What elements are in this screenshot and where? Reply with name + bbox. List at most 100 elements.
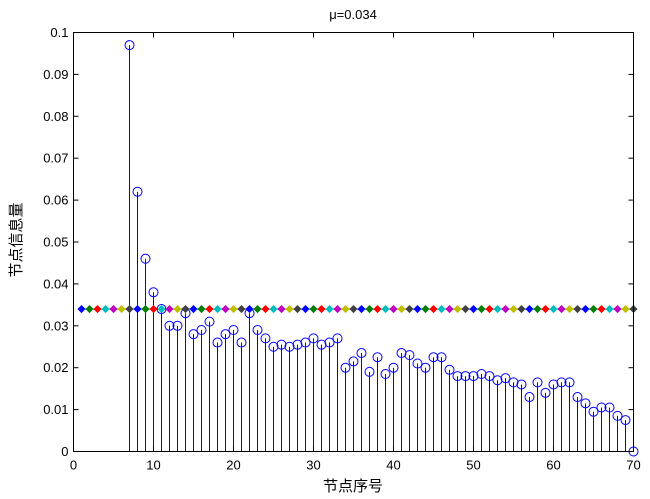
y-tick-label: 0.07 bbox=[43, 151, 68, 166]
threshold-marker bbox=[213, 304, 222, 314]
stem-marker bbox=[212, 337, 223, 348]
threshold-marker bbox=[165, 304, 174, 314]
stem-marker bbox=[316, 339, 327, 350]
stem-marker bbox=[508, 377, 519, 388]
threshold-marker bbox=[445, 304, 454, 314]
threshold-marker bbox=[317, 304, 326, 314]
x-tick-label: 30 bbox=[306, 458, 320, 473]
threshold-marker bbox=[261, 304, 270, 314]
stem-marker bbox=[364, 366, 375, 377]
threshold-marker bbox=[501, 304, 510, 314]
threshold-marker bbox=[469, 304, 478, 314]
stem-marker bbox=[148, 287, 159, 298]
threshold-marker bbox=[541, 304, 550, 314]
threshold-marker bbox=[365, 304, 374, 314]
stem-marker bbox=[404, 350, 415, 361]
threshold-marker bbox=[461, 304, 470, 314]
threshold-marker bbox=[309, 304, 318, 314]
stem-marker bbox=[140, 253, 151, 264]
threshold-marker bbox=[77, 304, 86, 314]
threshold-marker bbox=[525, 304, 534, 314]
threshold-marker bbox=[285, 304, 294, 314]
threshold-marker bbox=[621, 304, 630, 314]
threshold-marker bbox=[437, 304, 446, 314]
stem-marker bbox=[588, 406, 599, 417]
y-tick-label: 0.03 bbox=[43, 318, 68, 333]
y-tick-label: 0.06 bbox=[43, 193, 68, 208]
stem-marker bbox=[548, 379, 559, 390]
stem-marker bbox=[604, 402, 615, 413]
stem-marker bbox=[340, 362, 351, 373]
stem-marker bbox=[268, 341, 279, 352]
stem-marker bbox=[420, 362, 431, 373]
threshold-marker bbox=[85, 304, 94, 314]
stem-marker bbox=[532, 377, 543, 388]
threshold-marker bbox=[493, 304, 502, 314]
threshold-marker bbox=[453, 304, 462, 314]
y-tick-label: 0.05 bbox=[43, 235, 68, 250]
threshold-marker bbox=[557, 304, 566, 314]
threshold-marker bbox=[581, 304, 590, 314]
threshold-marker bbox=[117, 304, 126, 314]
threshold-series bbox=[77, 304, 638, 314]
threshold-marker bbox=[533, 304, 542, 314]
threshold-marker bbox=[197, 304, 206, 314]
threshold-marker bbox=[181, 304, 190, 314]
threshold-marker bbox=[605, 304, 614, 314]
threshold-marker bbox=[245, 304, 254, 314]
stem-marker bbox=[620, 415, 631, 426]
stem-marker bbox=[164, 320, 175, 331]
stem-marker bbox=[308, 333, 319, 344]
threshold-marker bbox=[229, 304, 238, 314]
stem-marker bbox=[284, 341, 295, 352]
threshold-marker bbox=[613, 304, 622, 314]
threshold-marker bbox=[573, 304, 582, 314]
stem-marker bbox=[516, 379, 527, 390]
x-tick-label: 20 bbox=[226, 458, 240, 473]
y-tick-label: 0.02 bbox=[43, 360, 68, 375]
threshold-marker bbox=[141, 304, 150, 314]
threshold-marker bbox=[477, 304, 486, 314]
stem-marker bbox=[492, 375, 503, 386]
threshold-marker bbox=[373, 304, 382, 314]
x-axis-label: 节点序号 bbox=[323, 478, 383, 495]
threshold-marker bbox=[349, 304, 358, 314]
threshold-marker bbox=[173, 304, 182, 314]
stem-marker bbox=[204, 316, 215, 327]
threshold-marker bbox=[549, 304, 558, 314]
stem-marker bbox=[196, 324, 207, 335]
stem-marker bbox=[500, 373, 511, 384]
threshold-marker bbox=[205, 304, 214, 314]
stem-marker bbox=[412, 358, 423, 369]
stem-marker bbox=[556, 377, 567, 388]
x-tick-label: 50 bbox=[466, 458, 480, 473]
stem-marker bbox=[356, 348, 367, 359]
threshold-marker bbox=[157, 304, 166, 314]
stem-marker bbox=[452, 371, 463, 382]
stem-marker bbox=[300, 337, 311, 348]
threshold-marker bbox=[101, 304, 110, 314]
y-tick-label: 0 bbox=[61, 444, 68, 459]
threshold-marker bbox=[125, 304, 134, 314]
threshold-marker bbox=[93, 304, 102, 314]
y-tick-label: 0.01 bbox=[43, 402, 68, 417]
stem-marker bbox=[484, 371, 495, 382]
stem-marker bbox=[428, 352, 439, 363]
y-tick-label: 0.08 bbox=[43, 109, 68, 124]
stem-marker bbox=[348, 356, 359, 367]
threshold-marker bbox=[237, 304, 246, 314]
threshold-marker bbox=[149, 304, 158, 314]
threshold-marker bbox=[269, 304, 278, 314]
stem-marker bbox=[276, 339, 287, 350]
x-tick-label: 70 bbox=[626, 458, 640, 473]
threshold-marker bbox=[325, 304, 334, 314]
threshold-marker bbox=[421, 304, 430, 314]
threshold-marker bbox=[429, 304, 438, 314]
axis-ticks: 0 10 20 30 40 50 60 70 0 0.01 0.02 0.03 0.04 0.05 0.06… bbox=[43, 25, 641, 473]
stem-marker bbox=[580, 398, 591, 409]
stem-marker bbox=[396, 348, 407, 359]
stem-marker bbox=[612, 410, 623, 421]
stem-marker bbox=[444, 364, 455, 375]
threshold-marker bbox=[597, 304, 606, 314]
